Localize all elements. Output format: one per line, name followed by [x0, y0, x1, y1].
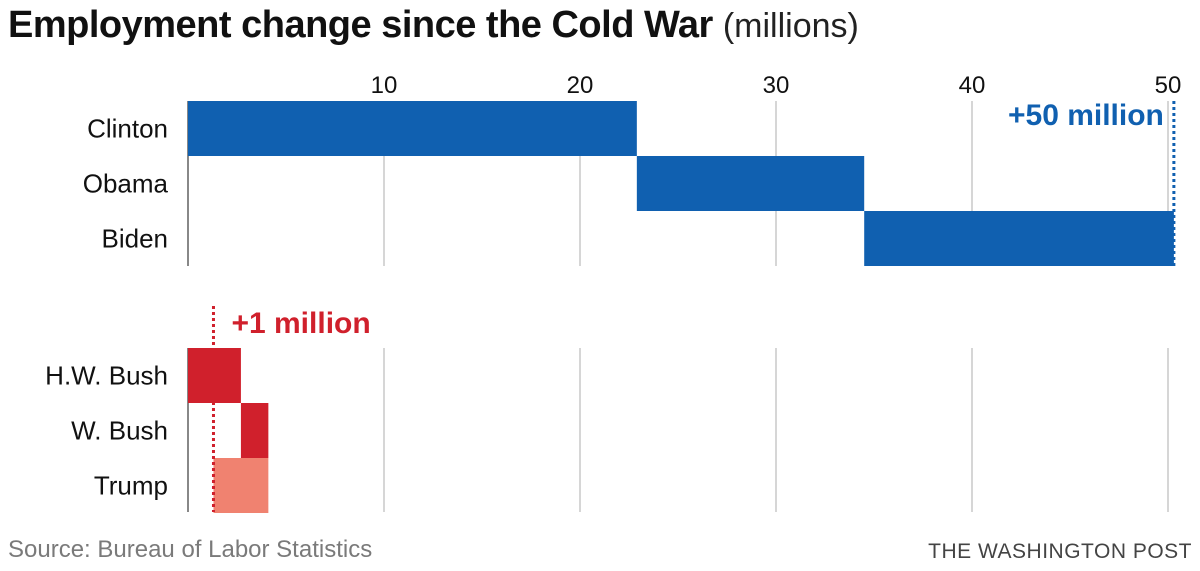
- bar-h-w-bush: [188, 348, 241, 403]
- employment-chart: 10 20 30 40 50 Clinton Obama Biden +50 million H…: [45, 72, 1182, 513]
- category-label-biden: Biden: [102, 224, 169, 254]
- chart-title-block: Employment change since the Cold War (mil…: [8, 4, 859, 47]
- republican-panel: H.W. Bush W. Bush Trump +1 million: [45, 306, 1169, 513]
- x-tick-label-50: 50: [1155, 72, 1182, 99]
- publisher-credit: THE WASHINGTON POST: [928, 540, 1192, 563]
- bar-obama: [636, 156, 865, 211]
- bar-trump: [213, 458, 269, 513]
- bar-biden: [864, 211, 1174, 266]
- category-label-trump: Trump: [94, 471, 168, 501]
- source-note: Source: Bureau of Labor Statistics: [8, 536, 373, 563]
- x-tick-label-20: 20: [567, 72, 594, 99]
- bar-clinton: [188, 101, 637, 156]
- category-label-h-w-bush: H.W. Bush: [45, 361, 168, 391]
- category-label-clinton: Clinton: [87, 114, 168, 144]
- x-tick-label-30: 30: [763, 72, 790, 99]
- reference-label-top: +50 million: [1008, 99, 1164, 132]
- reference-label-bottom: +1 million: [231, 307, 370, 340]
- democrat-panel: 10 20 30 40 50 Clinton Obama Biden +50 million: [83, 72, 1182, 266]
- chart-title: Employment change since the Cold War: [8, 4, 713, 46]
- category-label-obama: Obama: [83, 169, 169, 199]
- chart-subtitle: (millions): [722, 7, 859, 45]
- bar-w-bush: [240, 403, 269, 458]
- x-tick-label-10: 10: [371, 72, 398, 99]
- category-label-w-bush: W. Bush: [71, 416, 168, 446]
- x-tick-label-40: 40: [959, 72, 986, 99]
